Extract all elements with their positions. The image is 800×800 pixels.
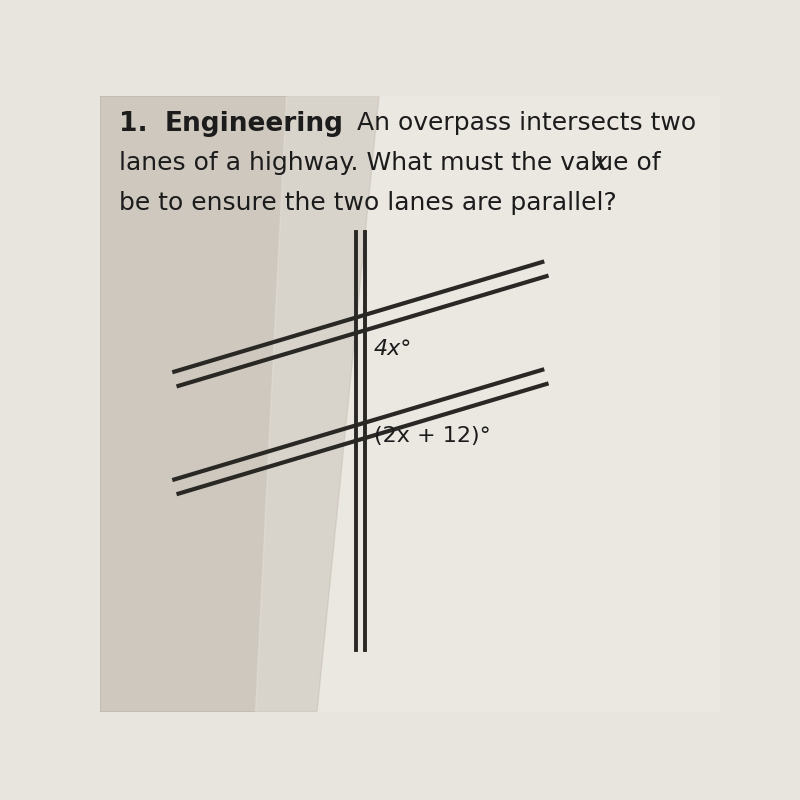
Text: An overpass intersects two: An overpass intersects two bbox=[358, 111, 697, 135]
Polygon shape bbox=[100, 96, 379, 712]
Text: 4x°: 4x° bbox=[374, 339, 413, 359]
Text: (2x + 12)°: (2x + 12)° bbox=[374, 426, 490, 446]
Text: Engineering: Engineering bbox=[165, 111, 344, 138]
Text: lanes of a highway. What must the value of: lanes of a highway. What must the value … bbox=[118, 151, 668, 175]
Text: x: x bbox=[593, 151, 608, 175]
Polygon shape bbox=[255, 96, 720, 712]
Text: 1.: 1. bbox=[118, 111, 147, 138]
Text: be to ensure the two lanes are parallel?: be to ensure the two lanes are parallel? bbox=[118, 191, 616, 215]
